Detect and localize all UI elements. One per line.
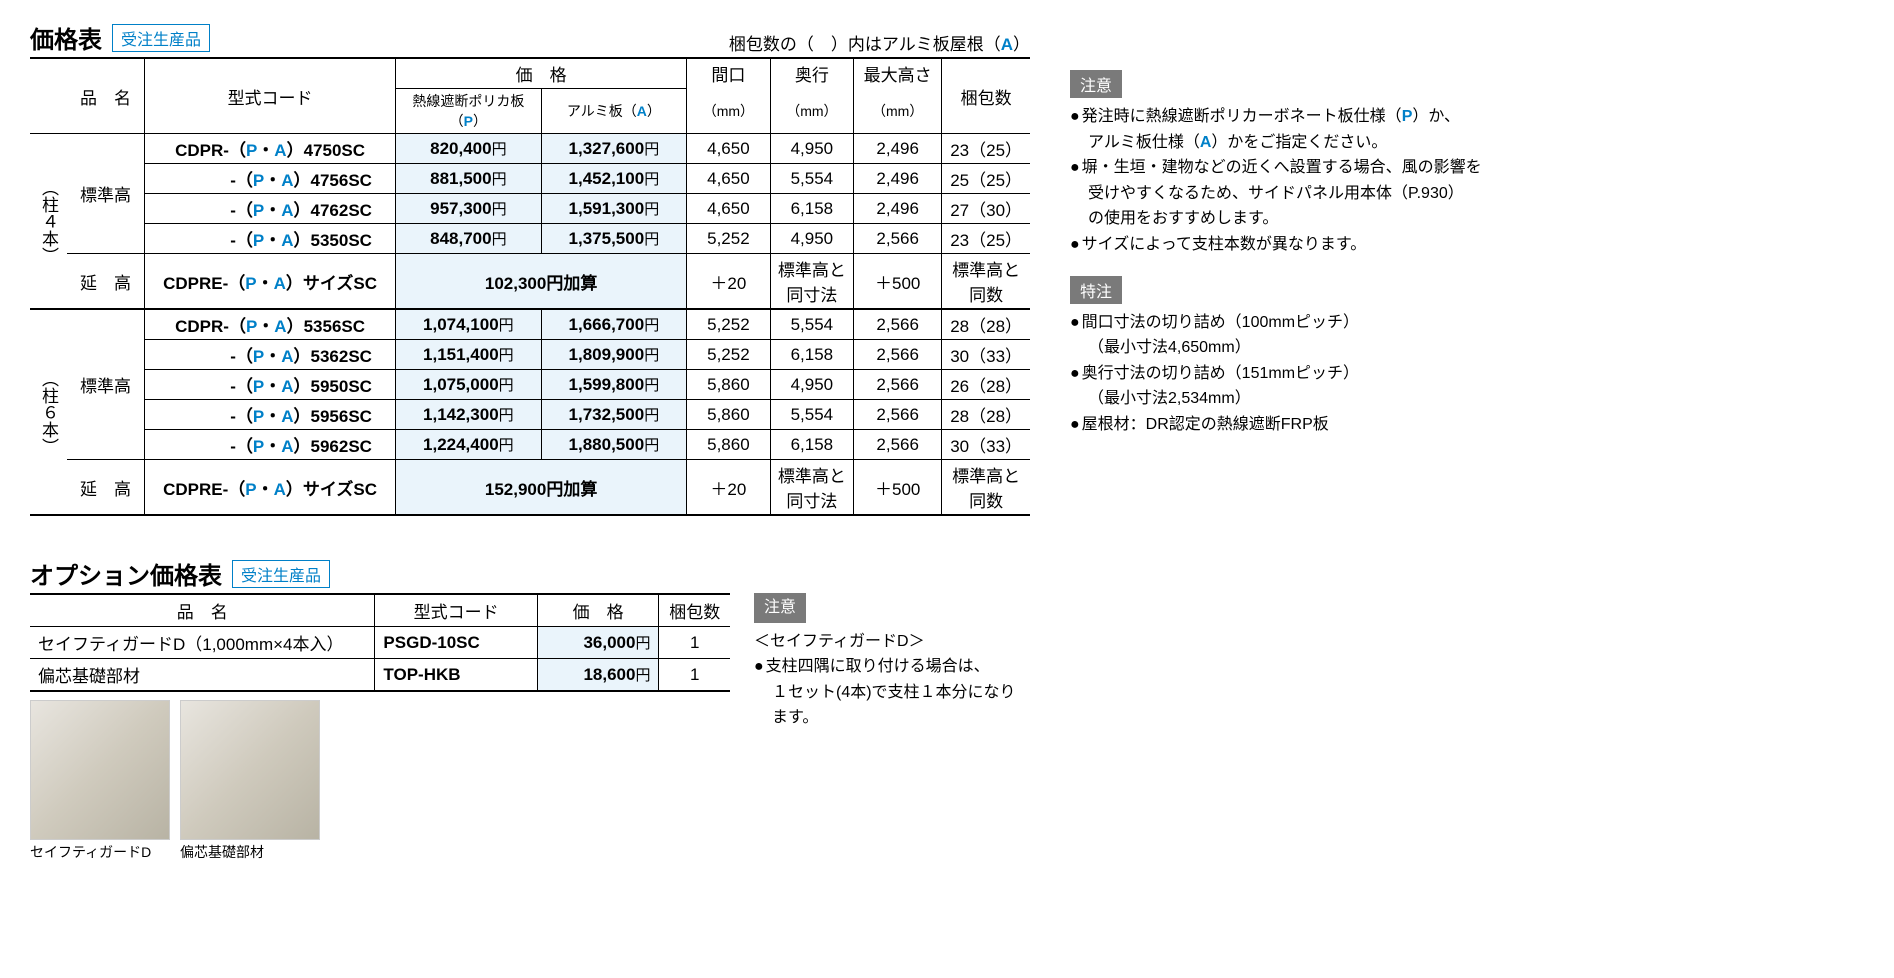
col-price-a: アルミ板（A） [541, 89, 687, 134]
pillar-6-label: （柱６本） [30, 309, 67, 515]
col-depth: 奥行 [770, 58, 853, 89]
opt-price: 18,600円 [537, 659, 659, 692]
order-badge: 受注生産品 [112, 24, 210, 52]
caution-list: 発注時に熱線遮断ポリカーボネート板仕様（P）か、 アルミ板仕様（A）かをご指定く… [1070, 104, 1610, 258]
model-code: CDPRE-（P・A）サイズSC [145, 254, 396, 310]
product-image-caption: 偏芯基礎部材 [180, 842, 320, 862]
main-table-title: 価格表 [30, 20, 102, 55]
price-add: 102,300円加算 [396, 254, 687, 310]
model-code: CDPR-（P・A）5356SC [145, 309, 396, 340]
special-list: 間口寸法の切り詰め（100mmピッチ） （最小寸法4,650mm） 奥行寸法の切… [1070, 310, 1610, 438]
col-pack: 梱包数 [942, 58, 1030, 134]
product-image-caption: セイフティガードD [30, 842, 170, 862]
order-badge: 受注生産品 [232, 560, 330, 588]
col-price-p: 熱線遮断ポリカ板（P） [396, 89, 542, 134]
opt-note-badge: 注意 [754, 593, 806, 623]
opt-model: TOP-HKB [375, 659, 537, 692]
col-width: 間口 [687, 58, 770, 89]
option-table-title: オプション価格表 [30, 556, 222, 591]
opt-note-line: 支柱四隅に取り付ける場合は、 [754, 654, 1030, 680]
product-image-base-material [180, 700, 320, 840]
opt-col-model: 型式コード [375, 594, 537, 627]
model-code: -（P・A）5962SC [145, 430, 396, 460]
opt-name: セイフティガードD（1,000mm×4本入） [30, 627, 375, 659]
opt-pack: 1 [659, 659, 730, 692]
opt-price: 36,000円 [537, 627, 659, 659]
model-code: -（P・A）4762SC [145, 194, 396, 224]
opt-note-line: １セット(4本)で支柱１本分になります。 [754, 680, 1030, 731]
opt-pack: 1 [659, 627, 730, 659]
price-table: 品 名 型式コード 価 格 間口 奥行 最大高さ 梱包数 熱線遮断ポリカ板（P）… [30, 57, 1030, 516]
price-add: 152,900円加算 [396, 460, 687, 516]
opt-model: PSGD-10SC [375, 627, 537, 659]
special-badge: 特注 [1070, 276, 1122, 304]
height-std-label: 標準高 [67, 309, 145, 460]
height-ext-label: 延 高 [67, 460, 145, 516]
model-code: -（P・A）4756SC [145, 164, 396, 194]
model-code: CDPRE-（P・A）サイズSC [145, 460, 396, 516]
opt-name: 偏芯基礎部材 [30, 659, 375, 692]
header-note: 梱包数の（ ）内はアルミ板屋根（A） [729, 30, 1030, 55]
model-code: -（P・A）5362SC [145, 340, 396, 370]
col-price: 価 格 [396, 58, 687, 89]
caution-badge: 注意 [1070, 70, 1122, 98]
price-p: 820,400円 [396, 134, 542, 164]
height-std-label: 標準高 [67, 134, 145, 254]
product-image-safety-guard [30, 700, 170, 840]
pillar-4-label: （柱４本） [30, 134, 67, 310]
col-name: 品 名 [67, 58, 145, 134]
height-ext-label: 延 高 [67, 254, 145, 310]
opt-note-title: ＜セイフティガードD＞ [754, 629, 1030, 655]
col-model: 型式コード [145, 58, 396, 134]
product-images: セイフティガードD 偏芯基礎部材 [30, 700, 730, 862]
model-code: -（P・A）5950SC [145, 370, 396, 400]
opt-col-price: 価 格 [537, 594, 659, 627]
opt-col-pack: 梱包数 [659, 594, 730, 627]
model-code: -（P・A）5350SC [145, 224, 396, 254]
model-code: CDPR-（P・A）4750SC [145, 134, 396, 164]
option-table: 品 名 型式コード 価 格 梱包数 セイフティガードD（1,000mm×4本入）… [30, 593, 730, 692]
price-a: 1,327,600円 [541, 134, 687, 164]
opt-col-name: 品 名 [30, 594, 375, 627]
col-height: 最大高さ [854, 58, 942, 89]
model-code: -（P・A）5956SC [145, 400, 396, 430]
